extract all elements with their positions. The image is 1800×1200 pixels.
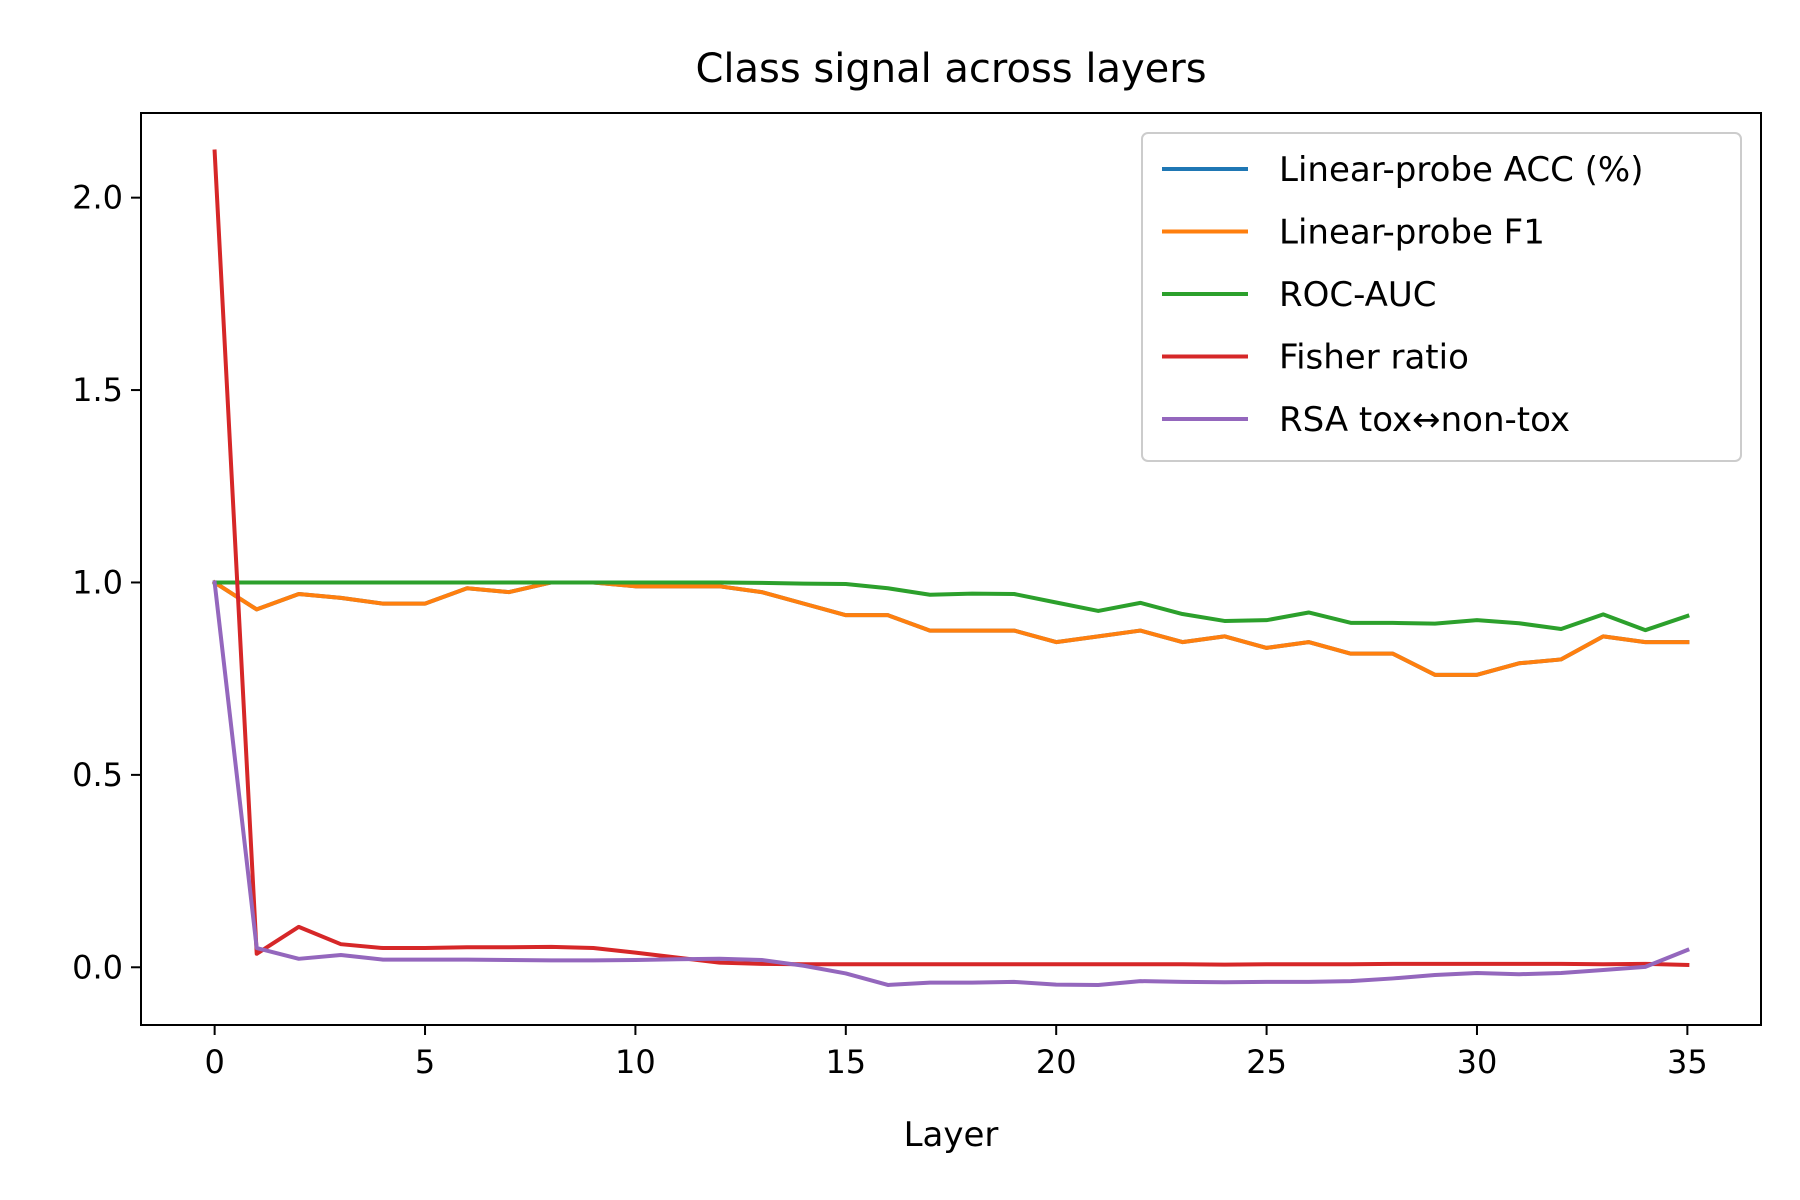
legend-label-3: Fisher ratio (1279, 338, 1469, 378)
legend-label-1: Linear-probe F1 (1279, 213, 1545, 253)
x-tick-label: 5 (415, 1043, 435, 1081)
plot-frame (140, 112, 1762, 1026)
legend-label-2: ROC-AUC (1279, 275, 1437, 315)
legend-box (1141, 132, 1742, 462)
legend-items: Linear-probe ACC (%) Linear-probe F1 ROC-A… (1162, 150, 1643, 440)
x-axis: 0 5 10 15 20 25 30 35 (204, 1025, 1708, 1081)
x-tick-label: 30 (1457, 1043, 1498, 1081)
series-lines (211, 149, 1690, 987)
x-tick-label: 10 (615, 1043, 656, 1081)
x-tick-label: 15 (825, 1043, 866, 1081)
y-tick-label: 2.0 (72, 179, 123, 217)
x-tick-label: 35 (1667, 1043, 1708, 1081)
series-line-2 (212, 580, 1690, 633)
y-tick-label: 1.0 (72, 563, 123, 601)
legend-label-0: Linear-probe ACC (%) (1279, 150, 1643, 190)
y-axis: 0.0 0.5 1.0 1.5 2.0 (72, 179, 141, 986)
legend: Linear-probe ACC (%) Linear-probe F1 ROC-A… (1141, 132, 1742, 462)
legend-label-4: RSA tox↔non-tox (1279, 400, 1570, 440)
series-line-1 (211, 579, 1690, 677)
series-line-3 (212, 149, 1690, 968)
y-tick-label: 1.5 (72, 371, 123, 409)
x-tick-label: 0 (204, 1043, 224, 1081)
series-line-4 (212, 580, 1690, 987)
x-tick-label: 20 (1036, 1043, 1077, 1081)
y-tick-label: 0.5 (72, 756, 123, 794)
x-tick-label: 25 (1246, 1043, 1287, 1081)
x-axis-label: Layer (904, 1115, 999, 1155)
y-tick-label: 0.0 (72, 948, 123, 986)
chart-title: Class signal across layers (695, 46, 1206, 92)
